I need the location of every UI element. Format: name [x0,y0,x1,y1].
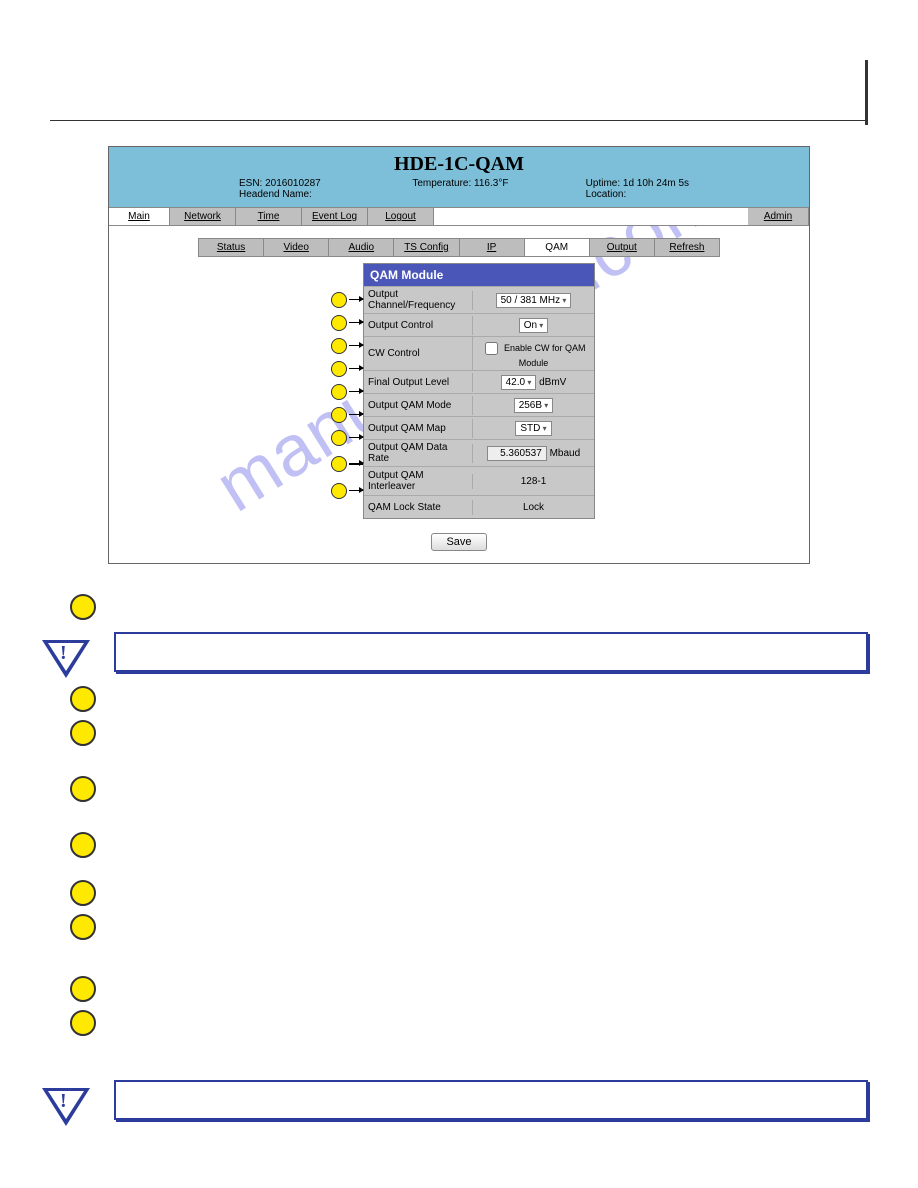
callout-1-icon [70,594,96,620]
row-label: CW Control [364,346,472,361]
callout-4-icon [70,776,96,802]
module-title: QAM Module [364,264,594,286]
note-text-2 [114,1080,868,1120]
nav-admin[interactable]: Admin [748,208,809,225]
esn-block: ESN: 2016010287 Headend Name: [239,178,412,200]
callout-markers [323,263,363,519]
note-box-2: ! [66,1080,868,1120]
output-control-select[interactable]: On [519,318,549,333]
lock-state-value: Lock [472,500,594,515]
qam-module-table: QAM Module Output Channel/Frequency 50 / … [363,263,595,519]
screenshot-header: HDE-1C-QAM ESN: 2016010287 Headend Name:… [109,147,809,207]
row-label: Final Output Level [364,375,472,390]
row-label: QAM Lock State [364,500,472,515]
nav-time[interactable]: Time [236,208,302,225]
device-title: HDE-1C-QAM [119,153,799,176]
main-nav: Main Network Time Event Log Logout Admin [109,207,809,226]
screenshot-panel: HDE-1C-QAM ESN: 2016010287 Headend Name:… [108,146,810,564]
tab-ip[interactable]: IP [460,239,525,256]
row-label: Output QAM Data Rate [364,440,472,466]
callout-5-icon [70,832,96,858]
sub-tabs: Status Video Audio TS Config IP QAM Outp… [198,238,720,257]
callout-8-icon [70,976,96,1002]
tab-status[interactable]: Status [199,239,264,256]
row-label: Output Control [364,318,472,333]
nav-logout[interactable]: Logout [368,208,434,225]
callout-2-icon [70,686,96,712]
row-label: Output QAM Interleaver [364,468,472,494]
tab-output[interactable]: Output [590,239,655,256]
tab-video[interactable]: Video [264,239,329,256]
tab-ts[interactable]: TS Config [394,239,459,256]
callout-6-icon [70,880,96,906]
page-side-bar [865,60,868,125]
tab-qam[interactable]: QAM [525,239,590,256]
output-level-select[interactable]: 42.0 [501,375,537,390]
tab-refresh[interactable]: Refresh [655,239,719,256]
save-button[interactable]: Save [431,533,486,551]
row-label: Output Channel/Frequency [364,287,472,313]
qam-mode-select[interactable]: 256B [514,398,554,413]
row-label: Output QAM Map [364,421,472,436]
nav-main[interactable]: Main [109,208,170,225]
data-rate-input[interactable]: 5.360537 [487,446,547,461]
callout-9-icon [70,1010,96,1036]
nav-eventlog[interactable]: Event Log [302,208,368,225]
cw-checkbox[interactable] [485,342,498,355]
temp-block: Temperature: 116.3°F [412,178,585,200]
note-box-1: ! [66,632,868,672]
row-label: Output QAM Mode [364,398,472,413]
divider [50,120,868,121]
tab-audio[interactable]: Audio [329,239,394,256]
channel-select[interactable]: 50 / 381 MHz [496,293,572,308]
interleaver-value: 128-1 [472,474,594,489]
qam-map-select[interactable]: STD [515,421,551,436]
callout-7-icon [70,914,96,940]
nav-network[interactable]: Network [170,208,236,225]
uptime-block: Uptime: 1d 10h 24m 5s Location: [586,178,759,200]
callout-3-icon [70,720,96,746]
note-text-1 [114,632,868,672]
